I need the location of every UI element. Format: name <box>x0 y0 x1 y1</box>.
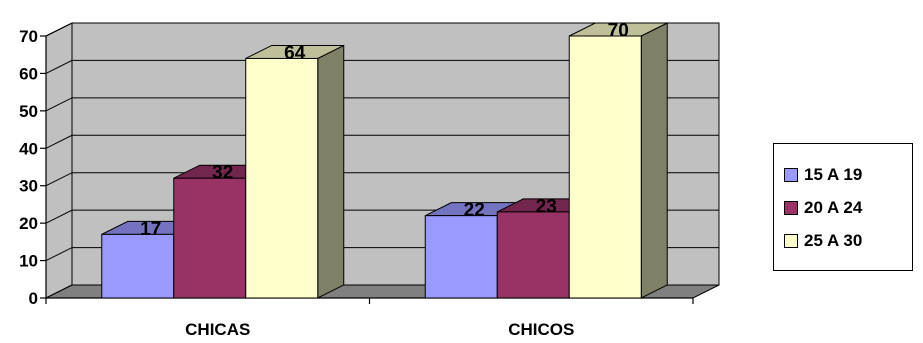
legend-item: 25 A 30 <box>784 230 862 252</box>
y-tick-label: 10 <box>19 252 38 271</box>
bar-front <box>173 177 247 299</box>
data-label: 17 <box>140 219 161 240</box>
legend: 15 A 19 20 A 24 25 A 30 <box>773 143 913 271</box>
axes: 0 10 20 30 40 50 60 70 CHICAS CHICOS <box>19 27 694 339</box>
bar <box>245 44 345 299</box>
legend-swatch-2 <box>784 234 798 248</box>
y-tick-label: 60 <box>19 64 38 83</box>
legend-label: 20 A 24 <box>804 198 863 217</box>
gridline <box>45 172 719 187</box>
bar-side <box>317 44 345 299</box>
gridline <box>45 134 719 149</box>
data-label: 23 <box>536 196 557 217</box>
legend-swatch-1 <box>784 201 798 215</box>
x-tick-label: CHICOS <box>508 320 574 339</box>
x-tick-label: CHICAS <box>185 320 250 339</box>
bar <box>568 22 668 299</box>
gridline <box>45 59 719 74</box>
gridline <box>45 97 719 112</box>
gridline <box>45 22 719 37</box>
data-label: 64 <box>284 43 306 64</box>
bar-side <box>640 22 668 299</box>
y-tick-label: 20 <box>19 214 38 233</box>
data-labels: 17 32 64 22 23 70 <box>140 21 629 240</box>
data-label: 32 <box>212 163 233 184</box>
bar-front <box>496 211 570 299</box>
y-tick-label: 70 <box>19 27 38 46</box>
legend-item: 20 A 24 <box>784 197 862 219</box>
legend-swatch-0 <box>784 168 798 182</box>
y-tick-label: 40 <box>19 139 38 158</box>
y-tick-label: 0 <box>29 289 38 308</box>
legend-item: 15 A 19 <box>784 164 862 186</box>
legend-label: 15 A 19 <box>804 165 863 184</box>
bar-front <box>245 57 319 299</box>
legend-label: 25 A 30 <box>804 231 863 250</box>
data-label: 22 <box>464 200 485 221</box>
data-label: 70 <box>608 21 629 42</box>
y-tick-label: 30 <box>19 177 38 196</box>
bar-front <box>568 35 642 299</box>
bar-front <box>101 233 175 299</box>
y-tick-label: 50 <box>19 102 38 121</box>
bars <box>101 22 668 299</box>
bar-front <box>424 215 498 299</box>
side-wall <box>45 22 73 299</box>
